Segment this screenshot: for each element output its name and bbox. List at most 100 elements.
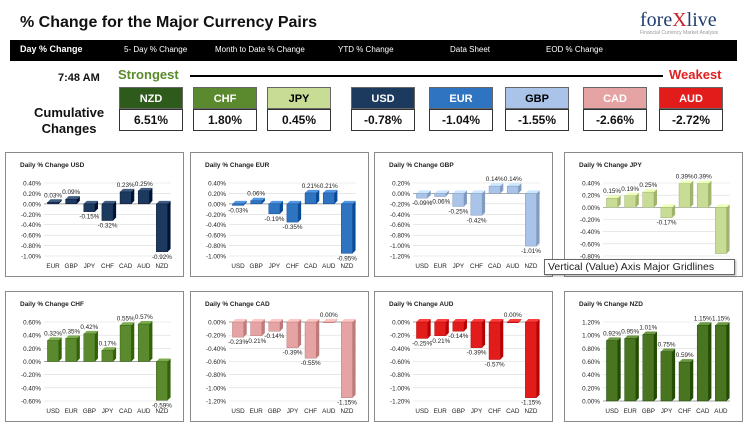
bar-top <box>232 319 247 322</box>
bar[interactable] <box>525 193 537 247</box>
bar-top <box>489 183 504 187</box>
bar[interactable] <box>696 183 709 208</box>
tab-ytd-change[interactable]: YTD % Change <box>338 45 394 54</box>
bar-top <box>606 337 621 341</box>
bar[interactable] <box>416 321 428 339</box>
bar-side <box>635 192 639 208</box>
bar[interactable] <box>101 350 114 362</box>
bar-side <box>672 348 676 401</box>
bar-chart: Daily % Change CAD 0.00% -0.20% -0.40% -0.60… <box>205 301 357 415</box>
bar[interactable] <box>660 351 673 402</box>
bar-chart: Daily % Change USD 0.40% 0.20% 0.00% -0.20% -… <box>20 162 172 270</box>
bar[interactable] <box>341 321 353 398</box>
bar[interactable] <box>678 361 691 402</box>
bar[interactable] <box>678 183 691 208</box>
tab-data-sheet[interactable]: Data Sheet <box>450 45 491 54</box>
bar-top <box>452 190 467 194</box>
bar[interactable] <box>268 321 281 332</box>
bar[interactable] <box>470 193 483 216</box>
bar[interactable] <box>304 192 317 205</box>
bar[interactable] <box>470 321 483 348</box>
chart-panel-7[interactable]: Daily % Change NZD 1.20% 1.00% 0.80% 0.60% 0.… <box>564 291 743 422</box>
x-tick-label: CAD <box>696 408 710 415</box>
tab-eod-change[interactable]: EOD % Change <box>546 45 603 54</box>
x-tick-label: CHF <box>678 408 691 415</box>
bar[interactable] <box>137 323 150 362</box>
bar[interactable] <box>268 203 281 214</box>
y-tick-label: 0.20% <box>208 191 226 198</box>
bar[interactable] <box>715 207 727 254</box>
bar[interactable] <box>606 198 618 208</box>
data-label: 0.21% <box>320 183 338 190</box>
bar[interactable] <box>488 185 501 194</box>
bar[interactable] <box>250 200 263 205</box>
chart-panel-3[interactable]: Daily % Change JPY 0.40% 0.20% 0.00% -0.20% -… <box>564 152 743 277</box>
bar[interactable] <box>434 193 447 197</box>
bar[interactable] <box>624 195 637 208</box>
bar[interactable] <box>156 203 168 253</box>
bar[interactable] <box>47 202 59 205</box>
bar[interactable] <box>416 193 428 199</box>
bar-top <box>47 337 62 341</box>
bar[interactable] <box>452 321 465 332</box>
tab-day-change[interactable]: Day % Change <box>20 44 83 54</box>
bar-side <box>316 319 320 359</box>
bar[interactable] <box>232 321 244 338</box>
x-tick-label: CAD <box>506 408 520 415</box>
bar[interactable] <box>341 203 353 254</box>
chart-panel-0[interactable]: Daily % Change USD 0.40% 0.20% 0.00% -0.20% -… <box>5 152 184 277</box>
y-tick-label: -1.00% <box>206 385 226 392</box>
bar[interactable] <box>642 191 655 208</box>
x-tick-label: USD <box>231 263 245 270</box>
bar[interactable] <box>434 321 447 337</box>
x-tick-label: GBP <box>65 263 78 270</box>
bar-side <box>58 199 62 204</box>
chart-panel-1[interactable]: Daily % Change EUR 0.40% 0.20% 0.00% -0.20% -… <box>190 152 369 277</box>
data-label: -0.39% <box>283 350 303 357</box>
bar[interactable] <box>525 321 537 398</box>
bar[interactable] <box>286 321 299 348</box>
y-tick-label: -0.40% <box>390 346 410 353</box>
bar[interactable] <box>642 334 655 402</box>
bar[interactable] <box>232 203 244 206</box>
bar[interactable] <box>452 193 465 207</box>
bar[interactable] <box>506 185 519 194</box>
bar[interactable] <box>660 207 673 218</box>
bar[interactable] <box>83 333 96 362</box>
bar[interactable] <box>83 203 96 212</box>
bar[interactable] <box>119 191 132 205</box>
bar[interactable] <box>624 338 637 402</box>
chart-panel-4[interactable]: Daily % Change CHF 0.60% 0.40% 0.20% 0.00% -0… <box>5 291 184 422</box>
bar-top <box>507 183 522 187</box>
bar[interactable] <box>696 325 709 402</box>
bar[interactable] <box>322 321 335 324</box>
bar[interactable] <box>156 361 168 401</box>
forexlive-logo[interactable]: foreXlive Financial Currency Market Anal… <box>640 10 732 40</box>
chart-panel-6[interactable]: Daily % Change AUD 0.00% -0.20% -0.40% -0.60… <box>374 291 553 422</box>
currency-code: GBP <box>505 87 569 109</box>
bar[interactable] <box>250 321 263 337</box>
bar[interactable] <box>322 192 335 205</box>
data-label: 0.25% <box>135 181 153 188</box>
chart-panel-5[interactable]: Daily % Change CAD 0.00% -0.20% -0.40% -0.60… <box>190 291 369 422</box>
tab-month-to-date-change[interactable]: Month to Date % Change <box>215 45 305 54</box>
bar[interactable] <box>286 203 299 223</box>
bar[interactable] <box>119 325 132 362</box>
bar[interactable] <box>65 338 78 362</box>
chart-panel-2[interactable]: Daily % Change GBP 0.20% 0.00% -0.20% -0.40%… <box>374 152 553 277</box>
y-tick-label: -0.20% <box>390 333 410 340</box>
tab-5-day-change[interactable]: 5- Day % Change <box>124 45 188 54</box>
bar[interactable] <box>47 340 59 362</box>
bar[interactable] <box>65 198 78 205</box>
bar[interactable] <box>506 321 519 324</box>
bar[interactable] <box>606 340 618 402</box>
bar[interactable] <box>488 321 501 360</box>
x-tick-label: CAD <box>119 408 133 415</box>
y-tick-label: -0.80% <box>21 243 41 250</box>
bar[interactable] <box>137 190 150 205</box>
bar[interactable] <box>715 325 727 402</box>
data-label: -0.21% <box>246 338 266 345</box>
bar[interactable] <box>101 203 114 221</box>
data-label: -0.95% <box>337 255 357 262</box>
bar[interactable] <box>304 321 317 359</box>
